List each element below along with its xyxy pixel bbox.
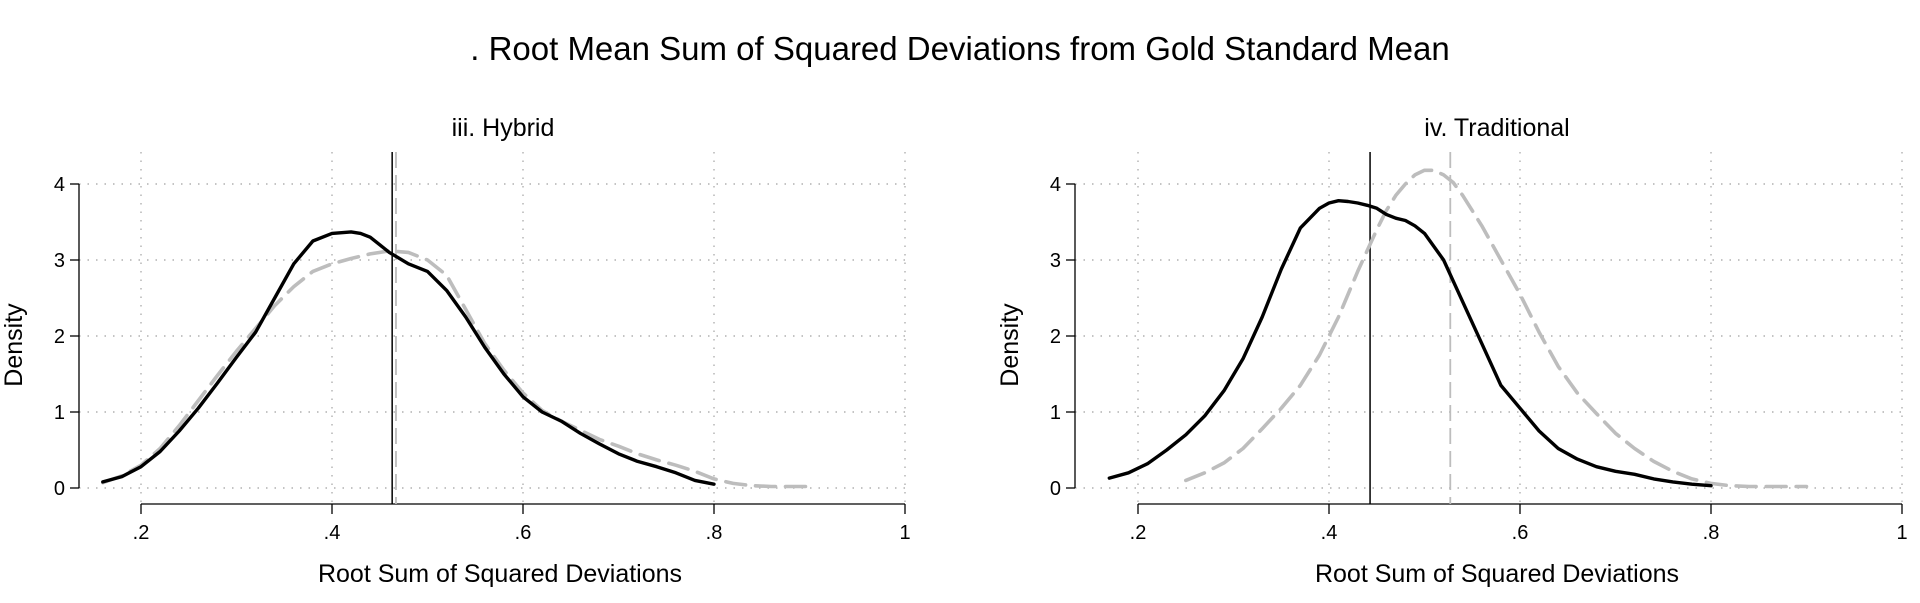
y-tick-label: 3 [1050,250,1061,272]
x-axis-label: Root Sum of Squared Deviations [318,560,682,588]
y-axis-label: Density [996,303,1024,387]
chart-panel-1: 0 1 2 3 4 .2 .4 .6 .8 1 iii. Hybrid Root Sum of Squ… [0,114,911,588]
x-tick-label: 1 [1896,522,1907,544]
x-tick-label: .2 [1130,522,1147,544]
x-tick-label: .4 [1321,522,1338,544]
y-tick-label: 4 [1050,174,1061,196]
panel-title: iii. Hybrid [452,114,555,142]
y-tick-label: 1 [1050,402,1061,424]
density-line-dashed [101,249,812,489]
density-line-solid [1107,199,1713,488]
y-tick-label: 0 [1050,478,1061,500]
chart-panel-2: 0 1 2 3 4 .2 .4 .6 .8 1 iv. Traditional Root Sum of… [996,114,1908,588]
y-tick-label: 0 [54,478,65,500]
x-tick-label: .4 [324,522,341,544]
y-tick-label: 2 [1050,326,1061,348]
y-tick-label: 3 [54,250,65,272]
x-tick-label: .8 [1703,522,1720,544]
x-tick-label: .6 [515,522,532,544]
y-tick-label: 2 [54,326,65,348]
density-line-solid [101,230,716,486]
x-tick-label: 1 [899,522,910,544]
x-axis-label: Root Sum of Squared Deviations [1315,560,1679,588]
x-tick-label: .8 [706,522,723,544]
y-tick-label: 4 [54,174,65,196]
x-tick-label: .6 [1512,522,1529,544]
x-tick-label: .2 [133,522,150,544]
y-tick-label: 1 [54,402,65,424]
density-line-dashed [1184,168,1809,489]
y-axis-label: Density [0,303,28,387]
figure-title: . Root Mean Sum of Squared Deviations fr… [470,30,1450,67]
panel-title: iv. Traditional [1424,114,1569,142]
